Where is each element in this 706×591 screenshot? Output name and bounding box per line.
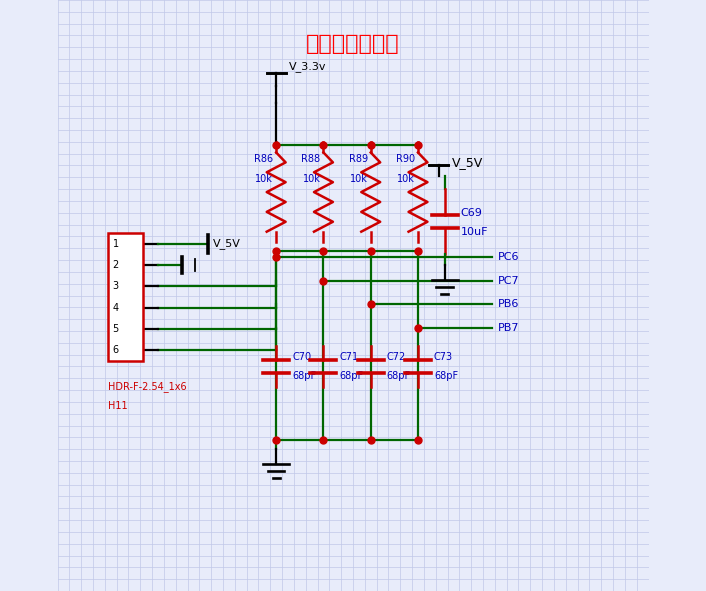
- Text: R86: R86: [254, 154, 273, 164]
- Text: 6: 6: [112, 345, 119, 355]
- Text: V_5V: V_5V: [452, 156, 483, 169]
- Text: H11: H11: [108, 401, 127, 411]
- Text: R90: R90: [396, 154, 415, 164]
- Text: R89: R89: [349, 154, 368, 164]
- Text: 68pF: 68pF: [340, 371, 364, 381]
- Text: C69: C69: [460, 208, 482, 217]
- Text: 10uF: 10uF: [460, 228, 488, 237]
- Text: R88: R88: [301, 154, 321, 164]
- Text: PB7: PB7: [498, 323, 520, 333]
- Text: V_3.3v: V_3.3v: [289, 61, 327, 72]
- Text: PC7: PC7: [498, 276, 520, 285]
- Text: C73: C73: [434, 352, 453, 362]
- Text: 2: 2: [112, 260, 119, 270]
- Text: 10k: 10k: [350, 174, 368, 184]
- Text: 68pF: 68pF: [292, 371, 316, 381]
- Text: 10k: 10k: [397, 174, 415, 184]
- Text: 68pF: 68pF: [434, 371, 458, 381]
- Text: C72: C72: [387, 352, 406, 362]
- Text: PC6: PC6: [498, 252, 520, 262]
- Text: 5: 5: [112, 324, 119, 334]
- Text: PB6: PB6: [498, 300, 519, 309]
- Text: 4: 4: [112, 303, 119, 313]
- Text: HDR-F-2.54_1x6: HDR-F-2.54_1x6: [108, 381, 186, 392]
- Text: 10k: 10k: [303, 174, 321, 184]
- Text: 旋转编码器接口: 旋转编码器接口: [306, 34, 400, 54]
- Text: C71: C71: [340, 352, 359, 362]
- Text: V_5V: V_5V: [213, 239, 241, 249]
- Text: 68pF: 68pF: [387, 371, 411, 381]
- Text: 10k: 10k: [256, 174, 273, 184]
- Text: 3: 3: [112, 281, 119, 291]
- Text: C70: C70: [292, 352, 311, 362]
- Text: 1: 1: [112, 239, 119, 249]
- Bar: [108, 233, 143, 361]
